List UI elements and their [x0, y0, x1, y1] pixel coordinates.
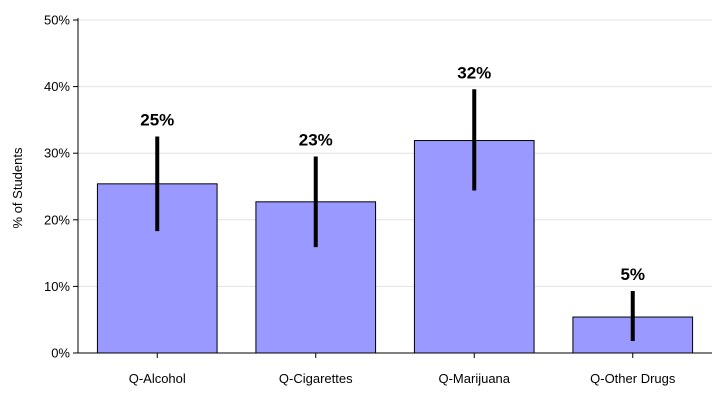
data-labels: 25% 23% 32% 5% [140, 63, 645, 284]
bars [96, 140, 694, 354]
y-tick-label: 40% [44, 79, 70, 94]
y-tick-label: 50% [44, 13, 70, 28]
y-tick-label: 0% [51, 346, 70, 361]
y-axis-title: % of Students [10, 147, 25, 228]
data-label: 32% [457, 63, 491, 82]
y-tick-label: 20% [44, 212, 70, 227]
x-tick-label: Q-Other Drugs [590, 371, 676, 386]
y-tick-label: 30% [44, 146, 70, 161]
data-label: 25% [140, 111, 174, 130]
error-bars [155, 89, 635, 342]
y-tick-label: 10% [44, 279, 70, 294]
axes [77, 18, 712, 354]
x-tick-label: Q-Cigarettes [279, 371, 353, 386]
data-label: 23% [299, 131, 333, 150]
x-tick-label: Q-Alcohol [129, 371, 186, 386]
y-axis-ticks: 0% 10% 20% 30% 40% 50% [44, 13, 78, 361]
x-axis-ticks: Q-Alcohol Q-Cigarettes Q-Marijuana Q-Other … [129, 353, 676, 386]
x-tick-label: Q-Marijuana [438, 371, 510, 386]
data-label: 5% [620, 265, 645, 284]
